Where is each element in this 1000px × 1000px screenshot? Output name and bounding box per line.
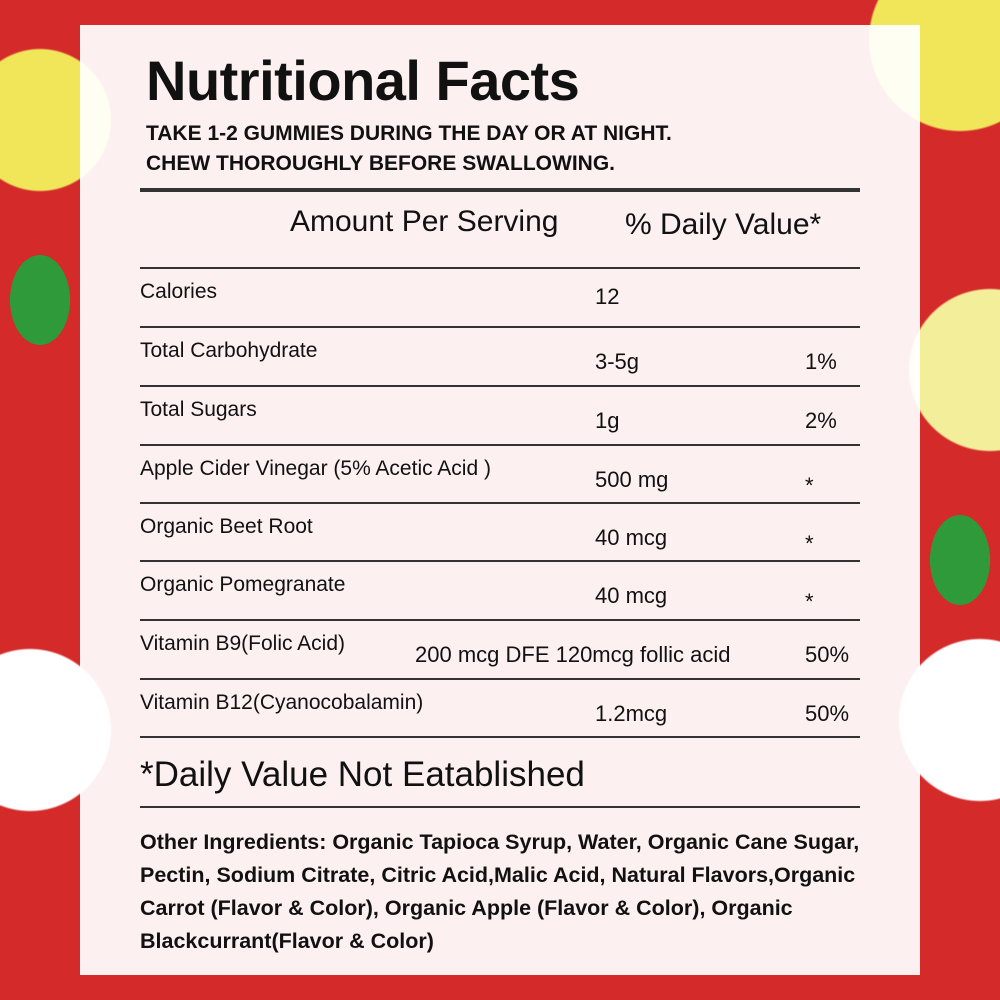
daily-value: 50%	[805, 642, 850, 667]
divider	[140, 188, 860, 192]
page-title: Nutritional Facts	[146, 49, 580, 112]
nutrient-name: Organic Pomegranate	[140, 573, 346, 596]
divider	[140, 502, 860, 504]
nutrient-amount: 40 mcg	[595, 525, 668, 550]
nutrient-amount: 12	[595, 284, 620, 309]
daily-value: 1%	[805, 349, 837, 374]
instruction-line: TAKE 1-2 GUMMIES DURING THE DAY OR AT NI…	[146, 122, 672, 145]
table-row: Apple Cider Vinegar (5% Acetic Acid ) 500…	[140, 447, 860, 505]
nutrient-amount: 40 mcg	[595, 583, 668, 608]
daily-value: 50%	[805, 701, 850, 726]
nutrition-panel	[80, 25, 920, 975]
nutrient-name: Total Carbohydrate	[140, 339, 318, 362]
nutrient-name: Calories	[140, 280, 218, 303]
divider	[140, 267, 860, 269]
divider	[140, 326, 860, 328]
table-row: Vitamin B9(Folic Acid) 200 mcg DFE 120mcg…	[140, 622, 860, 680]
divider	[140, 736, 860, 738]
amount-header: Amount Per Serving	[290, 205, 559, 238]
table-row: Calories 12	[140, 270, 860, 328]
nutrient-amount: 3-5g	[595, 349, 640, 374]
daily-value: 2%	[805, 408, 837, 433]
divider	[140, 385, 860, 387]
divider	[140, 619, 860, 621]
daily-value: *	[805, 473, 814, 498]
divider	[140, 444, 860, 446]
daily-value: *	[805, 589, 814, 614]
other-ingredients: Other Ingredients: Organic Tapioca Syrup…	[140, 830, 860, 953]
nutrient-name: Total Sugars	[140, 398, 257, 421]
daily-value-header: % Daily Value*	[625, 208, 822, 241]
nutrient-amount: 200 mcg DFE 120mcg follic acid	[415, 642, 731, 667]
table-row: Total Carbohydrate 3-5g 1%	[140, 329, 860, 387]
table-row: Organic Beet Root 40 mcg *	[140, 505, 860, 563]
nutrient-amount: 500 mg	[595, 467, 669, 492]
table-row: Organic Pomegranate 40 mcg *	[140, 563, 860, 621]
nutrient-name: Organic Beet Root	[140, 515, 313, 538]
divider	[140, 560, 860, 562]
instruction-line: CHEW THOROUGHLY BEFORE SWALLOWING.	[146, 152, 616, 175]
nutrient-name: Vitamin B12(Cyanocobalamin)	[140, 691, 424, 714]
daily-value: *	[805, 531, 814, 556]
divider	[140, 806, 860, 808]
nutrient-amount: 1.2mcg	[595, 701, 668, 726]
table-row: Vitamin B12(Cyanocobalamin) 1.2mcg 50%	[140, 681, 860, 739]
divider	[140, 678, 860, 680]
footnote: *Daily Value Not Eatablished	[140, 755, 585, 794]
nutrient-name: Apple Cider Vinegar (5% Acetic Acid )	[140, 457, 491, 480]
nutrient-name: Vitamin B9(Folic Acid)	[140, 632, 346, 655]
table-row: Total Sugars 1g 2%	[140, 388, 860, 446]
nutrient-amount: 1g	[595, 408, 620, 433]
